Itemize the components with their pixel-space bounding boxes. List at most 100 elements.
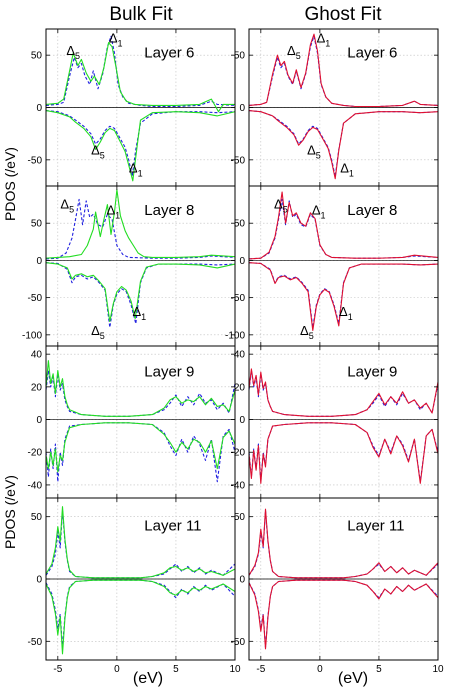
panel-bulk-fit-layer-6-ytick-label: -50 — [28, 155, 43, 166]
panel-bulk-fit-layer-9-ytick-label: 0 — [36, 415, 42, 426]
panel-bulk-fit-layer-8-annotation: Δ5 — [60, 196, 74, 214]
panel-ghost-fit-layer-8-annotation-symbol: Δ — [274, 196, 283, 211]
panel-ghost-fit-layer-6-ytick-label: 0 — [239, 103, 245, 114]
panel-bulk-fit-layer-8-ytick-label: 50 — [31, 219, 43, 230]
panel-ghost-fit-layer-6-annotation: Δ1 — [340, 160, 354, 178]
panel-bulk-fit-layer-6-label: Layer 6 — [144, 44, 194, 61]
panel-bulk-fit-layer-8-annotation-subscript: 5 — [100, 331, 105, 341]
panel-ghost-fit-layer-6-annotation-subscript: 1 — [325, 39, 330, 49]
panel-ghost-fit-layer-8-ytick-label: 50 — [234, 219, 246, 230]
panel-ghost-fit-layer-9-series-1 — [249, 368, 438, 417]
panel-ghost-fit-layer-11-series-0 — [249, 509, 438, 579]
panel-bulk-fit-layer-11-ytick-label: 50 — [31, 512, 43, 523]
panel-bulk-fit-layer-11-series-2 — [46, 579, 235, 649]
panel-bulk-fit-layer-6-series-2 — [46, 110, 235, 178]
panel-bulk-fit-layer-6-annotation-symbol: Δ — [129, 160, 138, 175]
panel-ghost-fit-layer-8-annotation: Δ1 — [312, 202, 326, 220]
panel-bulk-fit-layer-6-annotation-subscript: 1 — [118, 39, 123, 49]
panel-ghost-fit-layer-9-ytick-label: 40 — [234, 350, 246, 361]
panel-ghost-fit-layer-11-ytick-label: -50 — [231, 637, 246, 648]
panel-ghost-fit-layer-6-series-1 — [249, 33, 438, 108]
panel-bulk-fit-layer-6-annotation: Δ1 — [129, 160, 143, 178]
panel-bulk-fit-layer-8-label: Layer 8 — [144, 202, 194, 219]
panel-bulk-fit-layer-6-annotation-symbol: Δ — [109, 31, 118, 46]
panel-bulk-fit-layer-8-series-group — [46, 189, 235, 328]
panel-ghost-fit-layer-11-xtick-label: -5 — [256, 664, 265, 675]
panel-bulk-fit-layer-8-annotation-symbol: Δ — [60, 196, 69, 211]
panel-ghost-fit-layer-8-annotation: Δ1 — [339, 304, 353, 322]
column-title-bulk-fit: Bulk Fit — [109, 4, 173, 25]
panel-bulk-fit-layer-9-frame — [45, 345, 236, 499]
panel-bulk-fit-layer-9-ytick-label: 40 — [31, 350, 43, 361]
panel-bulk-fit-layer-11-xtick-label: 10 — [229, 664, 241, 675]
panel-bulk-fit-layer-6-annotation: Δ5 — [66, 43, 80, 61]
panel-bulk-fit-layer-6-series-group — [46, 35, 235, 182]
panel-ghost-fit-layer-6-annotation-subscript: 1 — [349, 168, 354, 178]
panel-ghost-fit-layer-6-annotation: Δ1 — [317, 31, 331, 49]
panel-ghost-fit-layer-9-series-3 — [249, 422, 438, 484]
panel-bulk-fit-layer-8-annotation: Δ1 — [132, 304, 146, 322]
panel-ghost-fit-layer-9-label: Layer 9 — [347, 363, 397, 380]
panel-ghost-fit-layer-11-series-3 — [249, 579, 438, 650]
panel-bulk-fit-layer-8-annotation-symbol: Δ — [132, 304, 141, 319]
panel-ghost-fit-layer-6-annotation: Δ5 — [307, 143, 321, 161]
panel-ghost-fit-layer-6-label: Layer 6 — [347, 44, 397, 61]
panel-ghost-fit-layer-11-label: Layer 11 — [347, 517, 404, 534]
panel-ghost-fit-layer-6-series-group — [249, 33, 438, 180]
panel-bulk-fit-layer-8-annotation-subscript: 5 — [69, 204, 74, 214]
panel-ghost-fit-layer-8-label: Layer 8 — [347, 202, 397, 219]
panel-bulk-fit-layer-8-ytick-label: -50 — [28, 293, 43, 304]
panel-bulk-fit-layer-9: -40 -20 0 20 40 Layer 9 — [28, 345, 236, 499]
panel-bulk-fit-layer-11-xtick-label: -5 — [53, 664, 62, 675]
panel-bulk-fit-layer-11-series-group — [46, 506, 235, 655]
panel-bulk-fit-layer-8-annotation-symbol: Δ — [106, 202, 115, 217]
panel-ghost-fit-layer-9-ytick-label: 20 — [234, 382, 246, 393]
panel-ghost-fit-layer-6-annotation: Δ5 — [287, 43, 301, 61]
panel-bulk-fit-layer-11-ytick-label: 0 — [36, 575, 42, 586]
panel-bulk-fit-layer-9-series-group — [46, 360, 235, 483]
panel-bulk-fit-layer-8-series-0 — [46, 198, 235, 260]
panel-bulk-fit-layer-9-series-1 — [46, 360, 235, 417]
panel-ghost-fit-layer-8-annotation-subscript: 1 — [321, 210, 326, 220]
panel-ghost-fit-layer-11-ytick-label: 0 — [239, 575, 245, 586]
panel-bulk-fit-layer-6-annotation-symbol: Δ — [91, 143, 100, 158]
panel-bulk-fit-layer-6-ytick-label: 50 — [31, 51, 43, 62]
panel-ghost-fit-layer-11-ytick-label: 50 — [234, 512, 246, 523]
panel-ghost-fit-layer-6-annotation-symbol: Δ — [307, 143, 316, 158]
panel-ghost-fit-layer-8-series-3 — [249, 262, 438, 331]
panel-bulk-fit-layer-9-label: Layer 9 — [144, 363, 194, 380]
panel-ghost-fit-layer-11-xtick-label: 10 — [432, 664, 444, 675]
panel-bulk-fit-layer-6-annotation: Δ1 — [109, 31, 123, 49]
panel-ghost-fit-layer-6-ytick-label: 50 — [234, 51, 246, 62]
y-axis-label-top: PDOS (/eV) — [2, 147, 18, 221]
panel-bulk-fit-layer-11-label: Layer 11 — [144, 517, 201, 534]
panel-bulk-fit-layer-8-annotation-subscript: 1 — [115, 210, 120, 220]
panel-ghost-fit-layer-8-annotation-subscript: 5 — [309, 331, 314, 341]
panel-ghost-fit-layer-11-xtick-label: 5 — [376, 664, 382, 675]
panel-ghost-fit-layer-8-annotation-subscript: 5 — [283, 204, 288, 214]
panel-bulk-fit-layer-6-annotation-symbol: Δ — [66, 43, 75, 58]
panel-bulk-fit-layer-9-ytick-label: -20 — [28, 448, 43, 459]
panel-bulk-fit-layer-6-series-1 — [46, 42, 235, 113]
panel-ghost-fit-layer-9-ytick-label: -40 — [231, 480, 246, 491]
panel-ghost-fit-layer-8-annotation-symbol: Δ — [312, 202, 321, 217]
panel-bulk-fit-layer-9-ytick-label: 20 — [31, 382, 43, 393]
panel-ghost-fit-layer-11-series-group — [249, 508, 438, 650]
panel-ghost-fit-layer-11-series-1 — [249, 508, 438, 579]
panel-bulk-fit-layer-11-xtick-label: 5 — [173, 664, 179, 675]
panel-ghost-fit-layer-8-annotation-subscript: 1 — [348, 312, 353, 322]
panel-bulk-fit-layer-11-xtick-label: 0 — [114, 664, 120, 675]
panel-ghost-fit-layer-6-series-3 — [249, 110, 438, 180]
panel-bulk-fit-layer-6-annotation-subscript: 1 — [138, 168, 143, 178]
panel-bulk-fit-layer-8-series-1 — [46, 189, 235, 259]
panel-bulk-fit-layer-11-series-3 — [46, 579, 235, 655]
panel-ghost-fit-layer-6-annotation-symbol: Δ — [340, 160, 349, 175]
panel-ghost-fit-layer-8-annotation-symbol: Δ — [300, 323, 309, 338]
panel-bulk-fit-layer-8-series-3 — [46, 262, 235, 322]
panel-ghost-fit-layer-8-annotation: Δ5 — [300, 323, 314, 341]
